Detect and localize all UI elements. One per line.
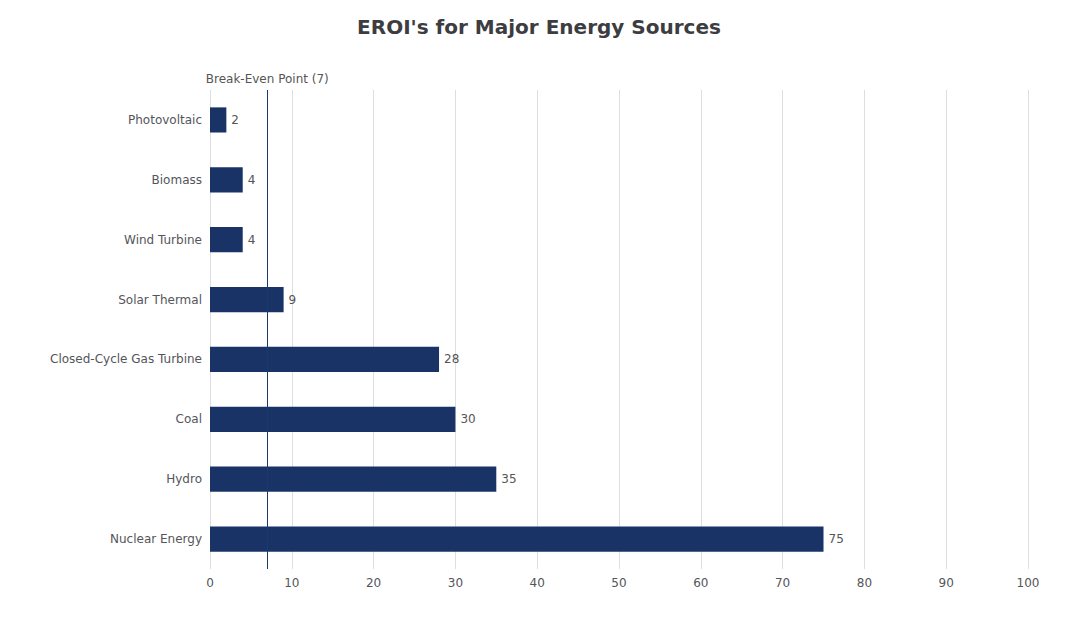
svg-text:35: 35 — [501, 472, 516, 486]
svg-text:Solar Thermal: Solar Thermal — [118, 293, 202, 307]
svg-text:2: 2 — [231, 113, 239, 127]
svg-text:Biomass: Biomass — [152, 173, 202, 187]
svg-text:Photovoltaic: Photovoltaic — [128, 113, 202, 127]
svg-text:10: 10 — [284, 576, 299, 590]
svg-text:40: 40 — [530, 576, 545, 590]
svg-text:30: 30 — [448, 576, 463, 590]
svg-text:80: 80 — [857, 576, 872, 590]
svg-text:9: 9 — [289, 293, 297, 307]
svg-text:Coal: Coal — [176, 412, 202, 426]
svg-text:60: 60 — [693, 576, 708, 590]
svg-text:EROI's for Major Energy Source: EROI's for Major Energy Sources — [357, 15, 721, 39]
svg-text:30: 30 — [460, 412, 475, 426]
svg-text:20: 20 — [366, 576, 381, 590]
svg-text:Wind Turbine: Wind Turbine — [124, 233, 202, 247]
svg-text:50: 50 — [611, 576, 626, 590]
svg-text:4: 4 — [248, 173, 256, 187]
svg-text:28: 28 — [444, 352, 459, 366]
svg-text:Break-Even Point (7): Break-Even Point (7) — [206, 72, 329, 86]
svg-text:Hydro: Hydro — [166, 472, 202, 486]
svg-text:100: 100 — [1017, 576, 1040, 590]
svg-text:Nuclear Energy: Nuclear Energy — [110, 532, 202, 546]
svg-text:90: 90 — [939, 576, 954, 590]
svg-text:4: 4 — [248, 233, 256, 247]
svg-text:75: 75 — [829, 532, 844, 546]
svg-text:70: 70 — [775, 576, 790, 590]
svg-text:0: 0 — [206, 576, 214, 590]
svg-text:Closed-Cycle Gas Turbine: Closed-Cycle Gas Turbine — [50, 352, 202, 366]
